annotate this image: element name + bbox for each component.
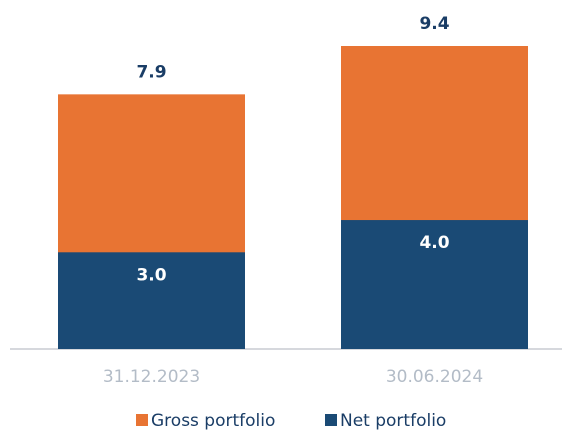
data-label: 7.9	[136, 62, 166, 82]
x-tick-label: 31.12.2023	[103, 367, 200, 387]
legend-label: Net portfolio	[340, 411, 446, 430]
legend-swatch	[136, 414, 148, 426]
legend-label: Gross portfolio	[151, 411, 275, 430]
bar	[341, 220, 528, 349]
legend-swatch	[325, 414, 337, 426]
x-tick-label: 30.06.2024	[386, 367, 483, 387]
data-label: 3.0	[136, 265, 166, 285]
bar	[58, 252, 245, 349]
data-label: 4.0	[419, 233, 449, 253]
data-label: 9.4	[419, 14, 449, 34]
